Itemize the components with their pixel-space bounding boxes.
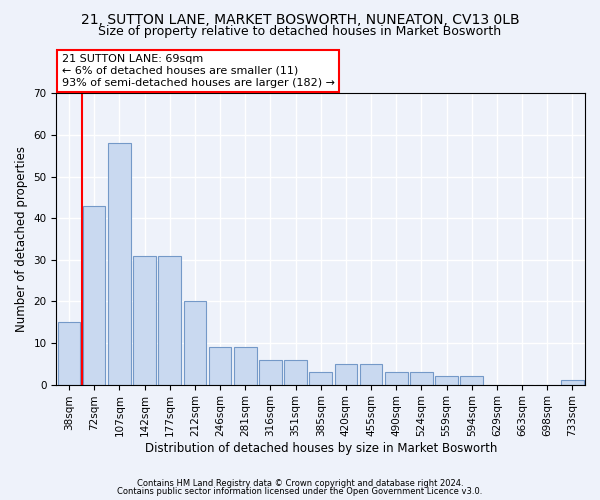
Bar [184, 302, 206, 384]
Bar [259, 360, 281, 384]
Bar [561, 380, 584, 384]
Bar [335, 364, 357, 384]
Bar [284, 360, 307, 384]
Bar [58, 322, 80, 384]
Bar [385, 372, 407, 384]
Bar [435, 376, 458, 384]
Bar [460, 376, 483, 384]
Text: Contains public sector information licensed under the Open Government Licence v3: Contains public sector information licen… [118, 487, 482, 496]
Y-axis label: Number of detached properties: Number of detached properties [15, 146, 28, 332]
X-axis label: Distribution of detached houses by size in Market Bosworth: Distribution of detached houses by size … [145, 442, 497, 455]
Bar [83, 206, 106, 384]
Bar [108, 144, 131, 384]
Bar [133, 256, 156, 384]
Bar [209, 347, 232, 385]
Text: Size of property relative to detached houses in Market Bosworth: Size of property relative to detached ho… [98, 25, 502, 38]
Text: 21, SUTTON LANE, MARKET BOSWORTH, NUNEATON, CV13 0LB: 21, SUTTON LANE, MARKET BOSWORTH, NUNEAT… [80, 12, 520, 26]
Bar [360, 364, 382, 384]
Bar [158, 256, 181, 384]
Text: 21 SUTTON LANE: 69sqm
← 6% of detached houses are smaller (11)
93% of semi-detac: 21 SUTTON LANE: 69sqm ← 6% of detached h… [62, 54, 335, 88]
Text: Contains HM Land Registry data © Crown copyright and database right 2024.: Contains HM Land Registry data © Crown c… [137, 478, 463, 488]
Bar [234, 347, 257, 385]
Bar [410, 372, 433, 384]
Bar [310, 372, 332, 384]
